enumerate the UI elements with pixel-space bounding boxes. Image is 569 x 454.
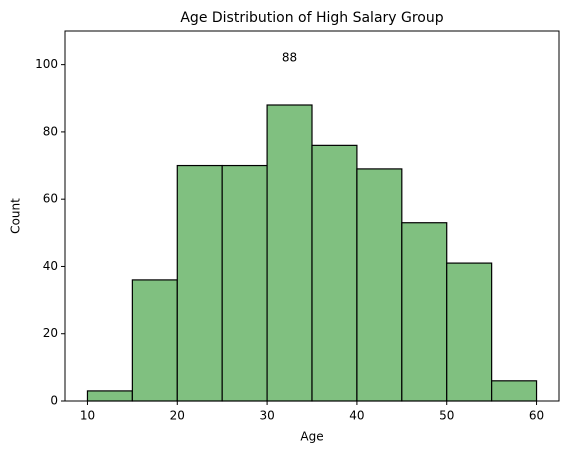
- y-tick-label: 0: [50, 394, 58, 408]
- bar: [176, 164, 223, 402]
- x-tick-label: 60: [529, 409, 544, 423]
- y-tick-label: 20: [43, 326, 58, 340]
- y-tick-label: 40: [43, 259, 58, 273]
- x-tick-label: 30: [259, 409, 274, 423]
- x-tick-label: 20: [170, 409, 185, 423]
- x-tick-label: 50: [439, 409, 454, 423]
- bar: [491, 380, 538, 402]
- x-tick-label: 40: [349, 409, 364, 423]
- bar: [266, 104, 313, 402]
- y-tick-label: 60: [43, 192, 58, 206]
- y-tick-label: 100: [35, 57, 58, 71]
- y-tick-label: 80: [43, 124, 58, 138]
- bar: [401, 222, 448, 402]
- plot-frame: [64, 30, 560, 402]
- bar: [131, 279, 178, 402]
- y-axis-label: Count: [9, 198, 23, 234]
- x-axis-label: Age: [300, 430, 323, 444]
- bar: [86, 390, 133, 402]
- x-tick-label: 10: [80, 409, 95, 423]
- bar: [221, 164, 268, 402]
- bar: [356, 168, 403, 402]
- chart-title: Age Distribution of High Salary Group: [180, 10, 443, 26]
- annotation: 88: [282, 51, 297, 65]
- bar: [446, 262, 493, 402]
- bar: [311, 144, 358, 402]
